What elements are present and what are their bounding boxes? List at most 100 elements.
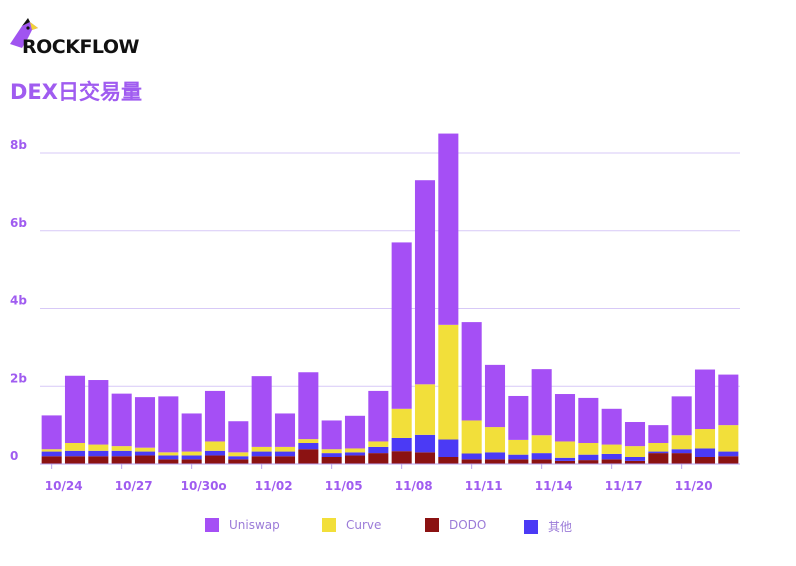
bar-segment: [554, 457, 576, 461]
bar-segment: [181, 459, 202, 464]
bar-segment: [624, 422, 646, 447]
y-tick-label: 8b: [10, 138, 27, 152]
bar-segment: [204, 441, 226, 451]
bar-segment: [414, 434, 436, 453]
x-tick-label: 11/14: [535, 479, 573, 493]
bar-segment: [554, 460, 576, 464]
bar-segment: [274, 446, 296, 452]
bar-segment: [158, 396, 179, 453]
bar-segment: [321, 453, 342, 458]
unicorn-icon: [10, 18, 38, 48]
legend-item[interactable]: Curve: [322, 518, 381, 532]
bar-segment: [601, 453, 622, 460]
bar-segment: [694, 457, 716, 464]
bar-segment: [531, 459, 552, 464]
bar-segment: [134, 397, 156, 448]
bar-segment: [204, 450, 226, 456]
x-tick-label: 10/24: [45, 479, 83, 493]
bar-segment: [461, 459, 482, 464]
bar-segment: [181, 413, 202, 452]
bar-segment: [578, 454, 599, 461]
bar-segment: [461, 322, 482, 421]
bar-segment: [41, 449, 62, 452]
bar-segment: [88, 456, 109, 464]
bar-segment: [601, 444, 622, 454]
legend-item[interactable]: Uniswap: [205, 518, 280, 532]
bar-segment: [484, 452, 506, 460]
bar-segment: [391, 242, 412, 409]
legend-label: DODO: [449, 518, 487, 532]
bar-segment: [438, 457, 459, 464]
x-tick-label: 11/02: [255, 479, 293, 493]
bar-segment: [88, 450, 109, 457]
chart-title: DEX日交易量: [10, 80, 142, 104]
bar-segment: [321, 420, 342, 450]
bar-segment: [484, 427, 506, 453]
bar-segment: [391, 408, 412, 438]
bar-segment: [228, 452, 249, 457]
bar-segment: [41, 451, 62, 457]
x-tick-label: 10/27: [115, 479, 153, 493]
bar-segment: [671, 435, 692, 450]
bar-segment: [508, 439, 529, 455]
bar-segment: [158, 459, 179, 464]
bar-segment: [461, 453, 482, 460]
legend-swatch: [322, 518, 336, 532]
x-tick-label: 11/11: [465, 479, 503, 493]
bar-segment: [158, 455, 179, 460]
bar-segment: [671, 449, 692, 454]
bar-segment: [508, 395, 529, 440]
bar-segment: [718, 451, 739, 457]
bar-segment: [88, 380, 109, 445]
bar-segment: [624, 446, 646, 458]
bar-segment: [344, 415, 366, 449]
bar-segment: [251, 451, 272, 457]
bar-segment: [554, 441, 576, 458]
bar-segment: [648, 451, 669, 454]
bar-segment: [251, 446, 272, 452]
bar-segment: [321, 449, 342, 454]
bar-segment: [368, 390, 389, 442]
brand-name: ROCKFLOW: [22, 36, 139, 58]
bar-segment: [671, 453, 692, 464]
bar-segment: [671, 396, 692, 436]
bar-segment: [624, 460, 646, 464]
bar-segment: [648, 425, 669, 444]
bar-segment: [648, 453, 669, 464]
legend-label: 其他: [548, 520, 573, 534]
bar-segment: [158, 452, 179, 456]
bar-segment: [251, 376, 272, 447]
bar-segment: [368, 453, 389, 464]
bar-segment: [41, 415, 62, 450]
y-tick-label: 4b: [10, 294, 27, 308]
bar-segment: [274, 456, 296, 464]
bar-segment: [578, 460, 599, 464]
bar-segment: [531, 369, 552, 436]
bar-segment: [274, 413, 296, 447]
bar-segment: [391, 451, 412, 464]
legend-item[interactable]: 其他: [524, 518, 572, 535]
bar-segment: [134, 447, 156, 452]
legend-item[interactable]: DODO: [425, 518, 486, 532]
bar-segment: [601, 459, 622, 464]
bar-segment: [204, 455, 226, 464]
bar-segment: [484, 364, 506, 428]
bar-segment: [298, 439, 319, 444]
bar-segment: [251, 456, 272, 464]
bar-segment: [601, 408, 622, 445]
legend-label: Curve: [346, 518, 382, 532]
bar-segment: [228, 421, 249, 453]
bar-segment: [64, 375, 86, 444]
bar-segment: [181, 455, 202, 460]
legend-swatch: [205, 518, 219, 532]
bar-segment: [508, 459, 529, 464]
bar-segment: [88, 444, 109, 451]
bar-segment: [344, 455, 366, 464]
bar-segment: [694, 448, 716, 458]
bar-segment: [298, 372, 319, 440]
bar-segment: [694, 369, 716, 430]
bar-segment: [228, 459, 249, 464]
bar-segment: [461, 420, 482, 454]
bar-segment: [344, 452, 366, 456]
